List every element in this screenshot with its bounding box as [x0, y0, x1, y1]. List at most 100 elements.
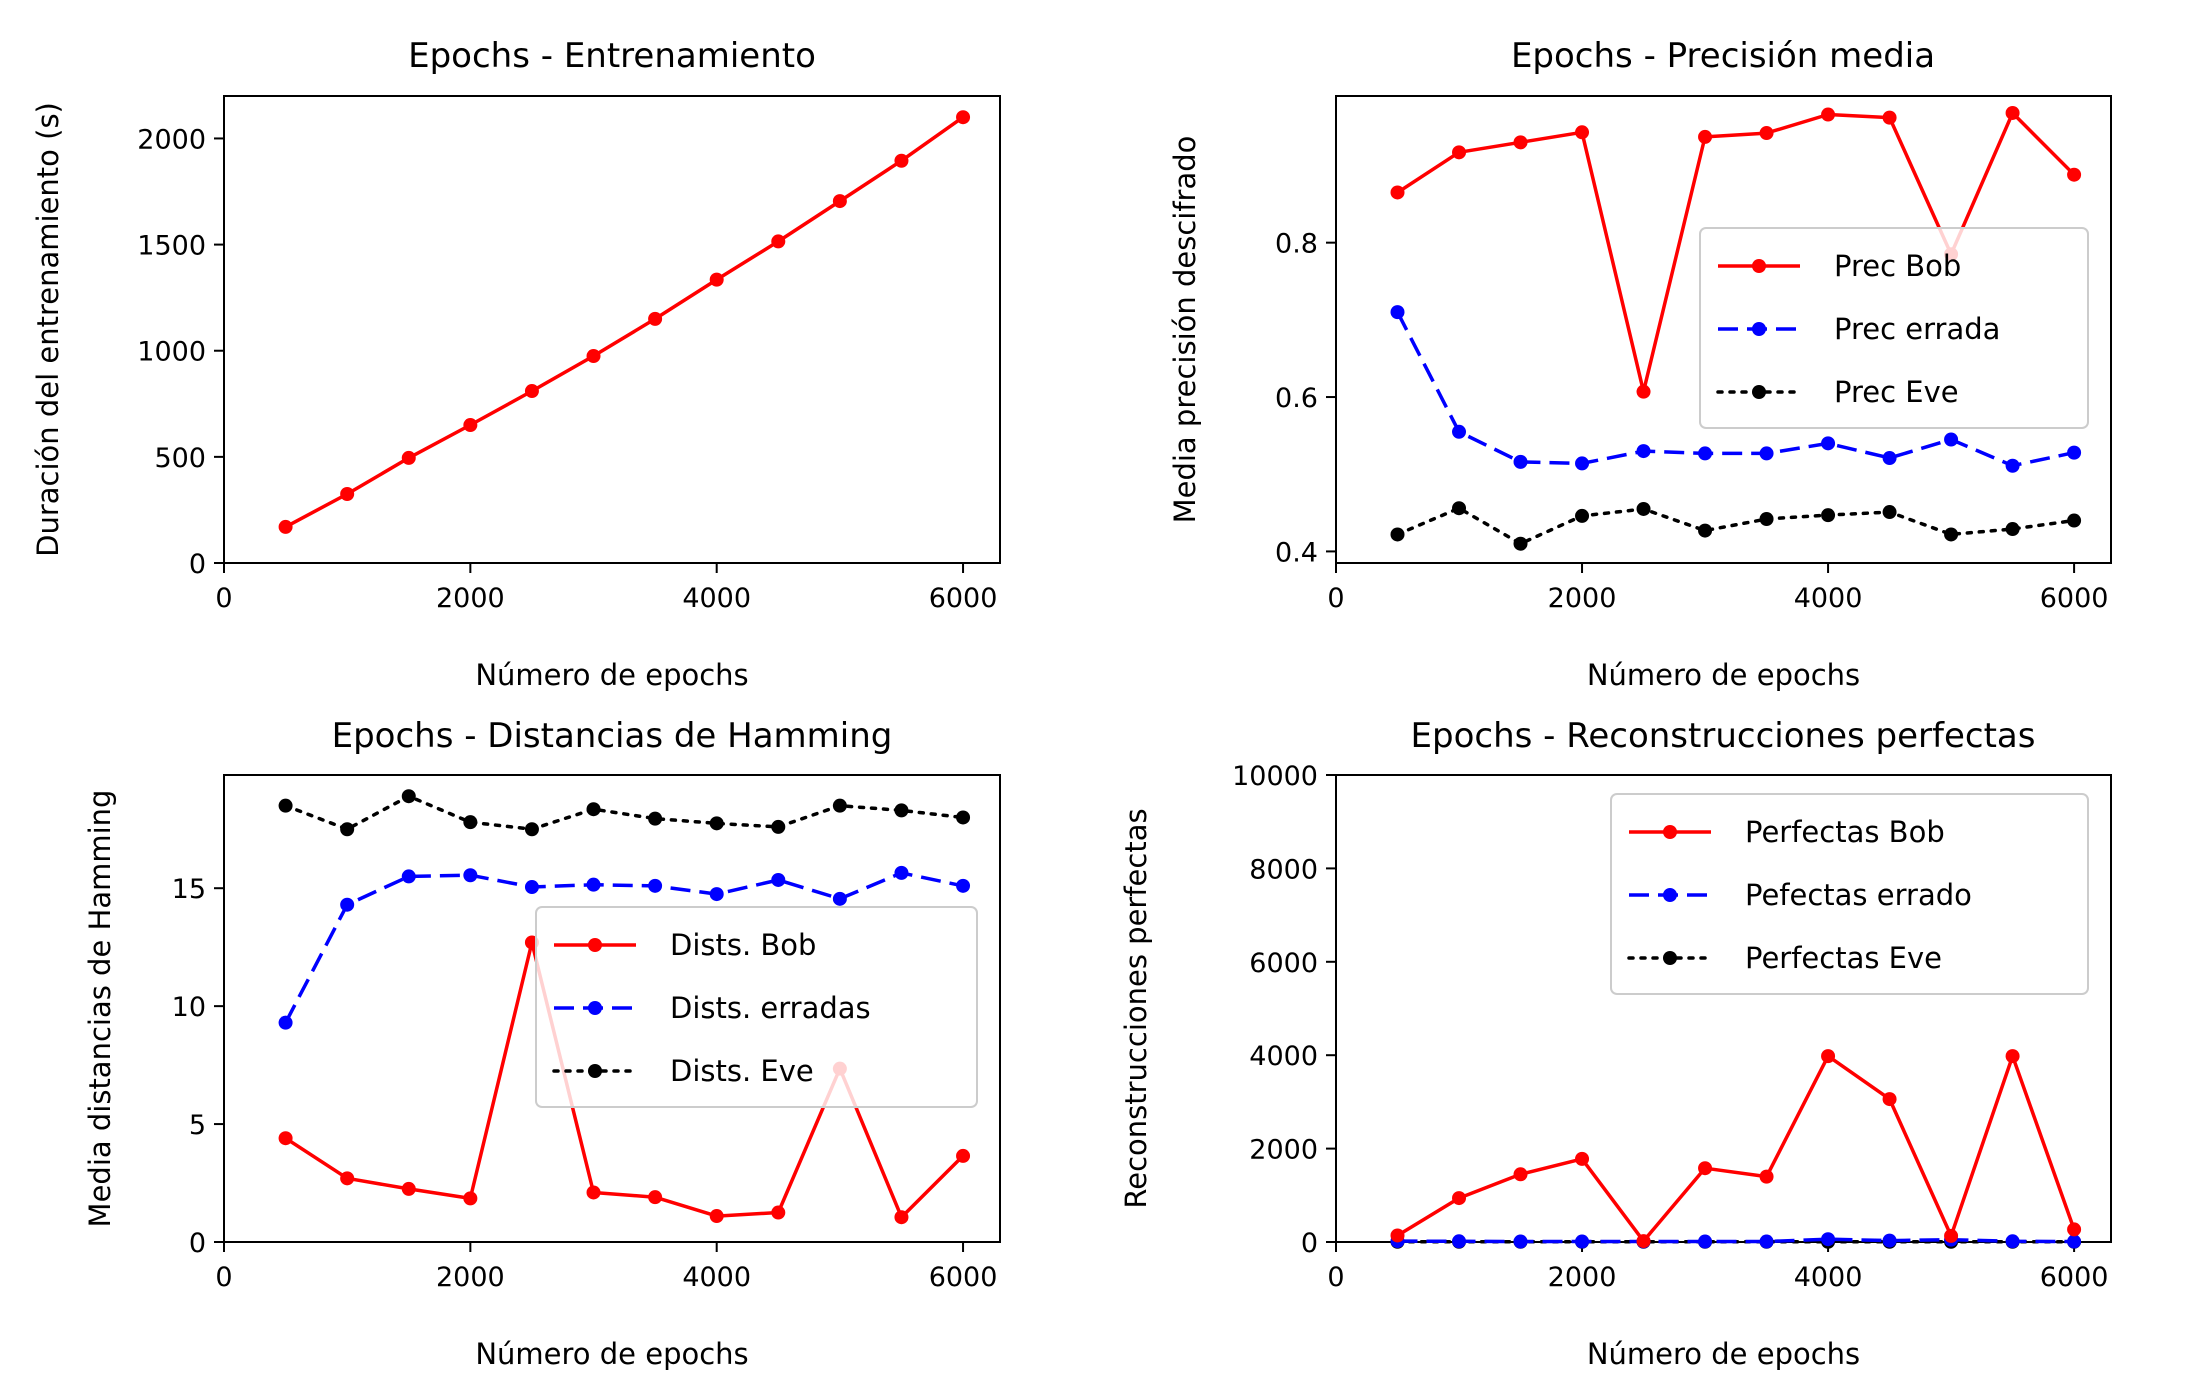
data-point-perfectas-bob	[1698, 1161, 1713, 1176]
data-point-prec-errada	[1944, 432, 1959, 447]
data-point-prec-eve	[2005, 522, 2020, 537]
legend-entry: Prec Eve	[1834, 375, 1959, 409]
data-point-dists-eve	[524, 822, 539, 837]
series-line-pefectas-errado	[1397, 1237, 2075, 1244]
data-point-perfectas-bob	[1390, 1228, 1405, 1243]
data-point-prec-errada	[1759, 446, 1774, 461]
legend-swatch-marker	[588, 1001, 602, 1015]
data-point-dists-bob	[894, 1210, 909, 1225]
legend-swatch-marker	[1663, 825, 1677, 839]
series-line-perfectas-bob	[1396, 1054, 2076, 1243]
data-point-dists-erradas	[340, 897, 355, 912]
data-point-prec-bob	[1882, 110, 1897, 125]
data-point-pefectas-errado	[2005, 1234, 2020, 1249]
x-tick-label: 6000	[929, 583, 998, 614]
series-line-dists-erradas	[284, 871, 964, 1024]
legend: Dists. Bob Dists. erradas Dists. Eve	[535, 906, 978, 1108]
data-point-perfectas-bob	[1882, 1092, 1897, 1107]
data-point-prec-bob	[1821, 107, 1836, 122]
x-tick-label: 4000	[1794, 1262, 1863, 1293]
y-tick-label: 0.6	[1275, 383, 1318, 414]
data-point-series	[832, 194, 847, 209]
data-point-prec-bob	[1575, 125, 1590, 140]
legend-box	[1699, 227, 2089, 429]
x-tick-label: 4000	[682, 583, 751, 614]
x-tick-label: 6000	[2040, 1262, 2109, 1293]
data-point-prec-bob	[1759, 126, 1774, 141]
series-line-prec-errada	[1395, 311, 2075, 468]
legend-swatch-marker	[1663, 888, 1677, 902]
chart-title: Epochs - Distancias de Hamming	[332, 716, 893, 756]
data-point-dists-bob	[648, 1190, 663, 1205]
x-axis-label: Número de epochs	[475, 1337, 748, 1371]
y-axis-label: Media precisión descifrado	[1168, 136, 1202, 524]
data-point-pefectas-errado	[2067, 1234, 2082, 1249]
y-tick-label: 0	[1301, 1228, 1318, 1259]
data-point-dists-eve	[956, 810, 971, 825]
y-axis-label: Duración del entrenamiento (s)	[31, 102, 65, 557]
x-tick-label: 0	[215, 583, 232, 614]
data-point-prec-eve	[1390, 527, 1405, 542]
x-tick-label: 4000	[682, 1262, 751, 1293]
data-point-perfectas-bob	[1575, 1151, 1590, 1166]
series-line-prec-eve	[1395, 506, 2076, 546]
y-tick-label: 10000	[1232, 761, 1318, 792]
y-axis-label: Media distancias de Hamming	[83, 790, 117, 1228]
x-axis-label: Número de epochs	[1587, 1337, 1860, 1371]
data-point-perfectas-bob	[1944, 1228, 1959, 1243]
data-point-prec-eve	[1882, 505, 1897, 520]
data-point-prec-bob	[1452, 145, 1467, 160]
data-point-pefectas-errado	[1452, 1234, 1467, 1249]
data-point-prec-eve	[1759, 512, 1774, 527]
legend-swatch-marker	[588, 1064, 602, 1078]
data-point-prec-errada	[1452, 424, 1467, 439]
data-point-series	[956, 110, 971, 125]
data-point-dists-erradas	[956, 878, 971, 893]
data-point-prec-eve	[1821, 508, 1836, 523]
data-point-prec-bob	[1390, 185, 1405, 200]
data-point-pefectas-errado	[1759, 1234, 1774, 1249]
data-point-dists-erradas	[648, 878, 663, 893]
data-point-series	[340, 487, 355, 502]
x-tick-label: 2000	[436, 1262, 505, 1293]
data-point-dists-bob	[401, 1181, 416, 1196]
data-point-dists-erradas	[586, 877, 601, 892]
data-point-perfectas-bob	[1452, 1191, 1467, 1206]
plot-frame	[223, 95, 1001, 564]
data-point-prec-eve	[1636, 501, 1651, 516]
legend-swatch-marker	[1752, 385, 1766, 399]
data-point-prec-errada	[1575, 456, 1590, 471]
data-point-pefectas-errado	[1821, 1232, 1836, 1247]
y-tick-label: 0.8	[1275, 229, 1318, 260]
y-tick-label: 15	[172, 874, 206, 905]
y-tick-label: 500	[154, 443, 206, 474]
data-point-pefectas-errado	[1575, 1234, 1590, 1249]
data-point-dists-bob	[709, 1209, 724, 1224]
data-point-prec-errada	[1882, 451, 1897, 466]
series-line-dists-eve	[283, 794, 965, 831]
data-point-prec-bob	[2067, 167, 2082, 182]
legend-box	[1610, 793, 2089, 995]
data-point-dists-bob	[278, 1131, 293, 1146]
y-tick-label: 1000	[137, 337, 206, 368]
legend-entry: Dists. erradas	[670, 991, 871, 1025]
x-tick-label: 6000	[2040, 583, 2109, 614]
data-point-dists-eve	[586, 802, 601, 817]
data-point-pefectas-errado	[1698, 1234, 1713, 1249]
data-point-prec-bob	[2005, 105, 2020, 120]
plot-frame	[223, 774, 1001, 1243]
y-tick-label: 6000	[1249, 948, 1318, 979]
plot-frame	[1335, 95, 2112, 564]
data-point-prec-bob	[1513, 135, 1528, 150]
legend: Prec Bob Prec errada Prec Eve	[1699, 227, 2089, 429]
data-point-prec-eve	[2067, 513, 2082, 528]
x-tick-label: 0	[215, 1262, 232, 1293]
data-point-series	[401, 450, 416, 465]
data-point-dists-bob	[586, 1185, 601, 1200]
y-tick-label: 5	[189, 1110, 206, 1141]
data-point-dists-bob	[956, 1148, 971, 1163]
data-point-dists-eve	[709, 816, 724, 831]
legend: Perfectas Bob Pefectas errado Perfectas Ev…	[1610, 793, 2089, 995]
legend-entry: Dists. Eve	[670, 1054, 814, 1088]
